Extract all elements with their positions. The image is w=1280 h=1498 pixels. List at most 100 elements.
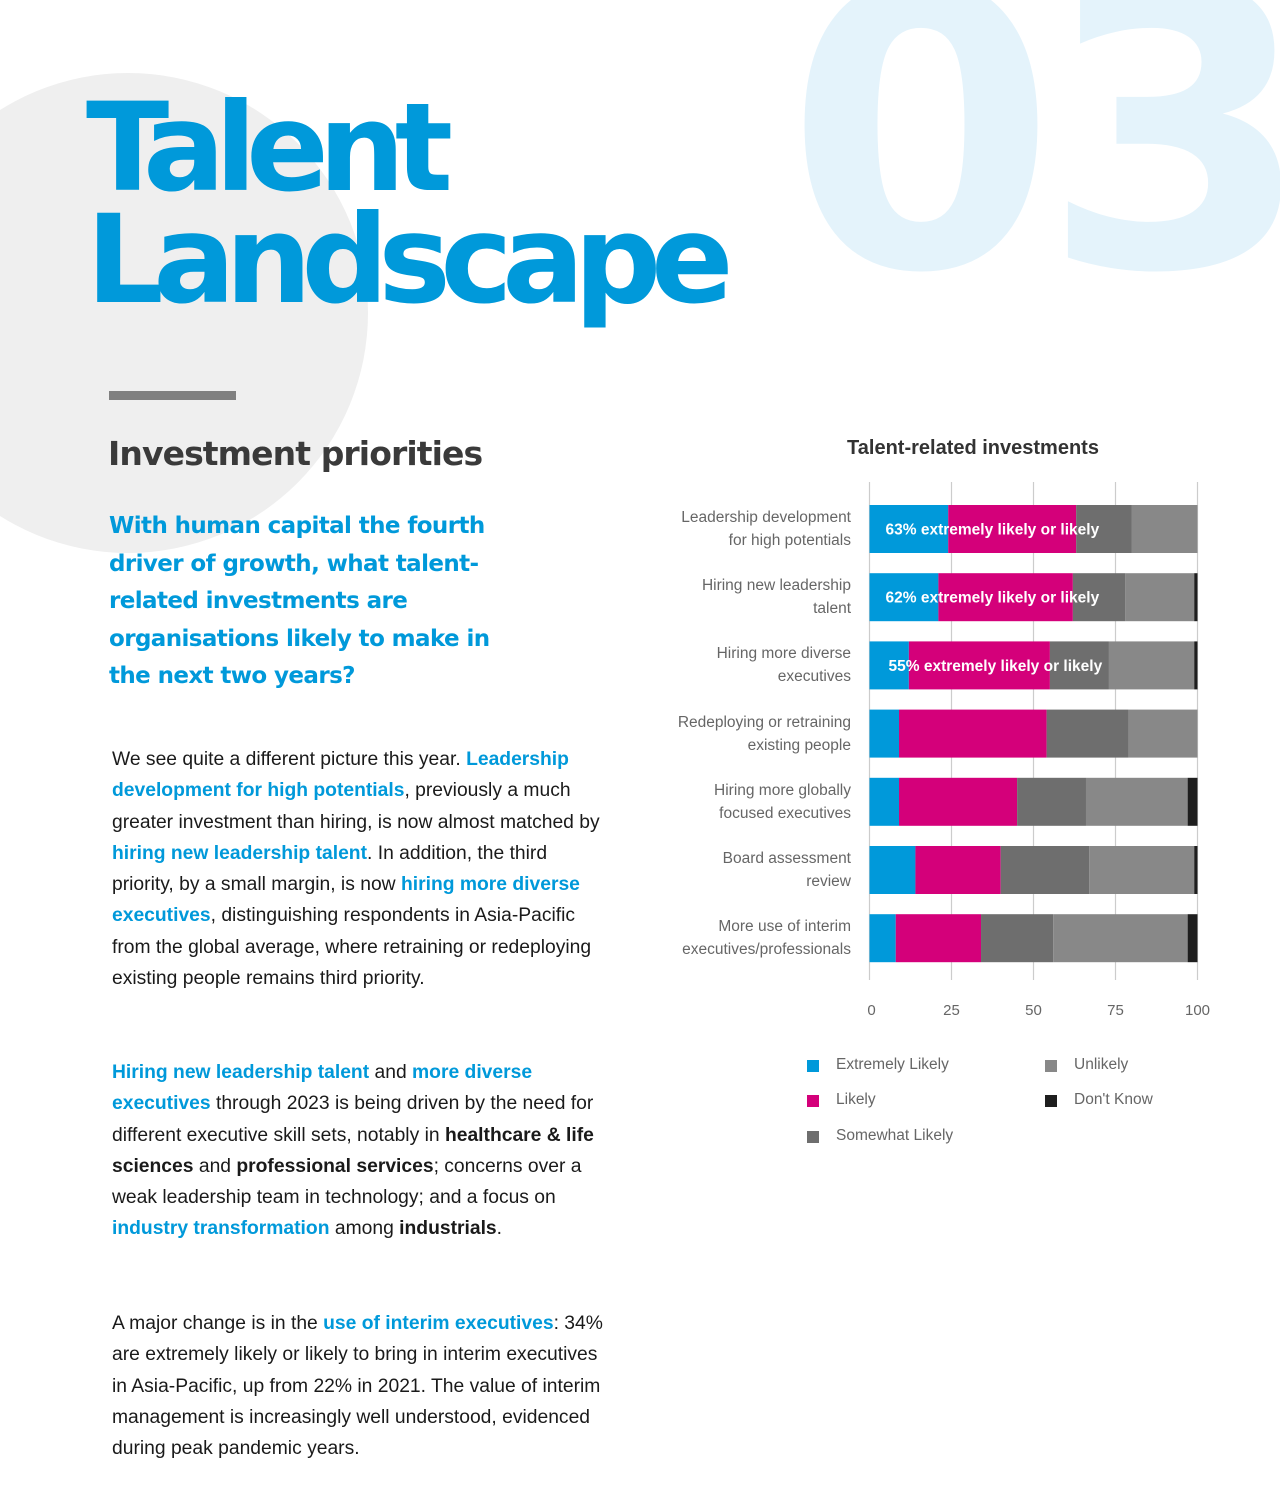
row-label-line: for high potentials bbox=[728, 532, 851, 549]
legend-label: Extremely Likely bbox=[836, 1056, 949, 1073]
row-label-line: executives/professionals bbox=[682, 941, 851, 959]
text-run: through 2023 is being driven by the need… bbox=[112, 1093, 594, 1146]
text-run: : 34% are extremely likely or likely to … bbox=[112, 1313, 603, 1460]
x-tick-label: 50 bbox=[1025, 1002, 1042, 1019]
legend-swatch bbox=[807, 1131, 819, 1143]
text-run: A major change is in the bbox=[112, 1313, 324, 1334]
x-tick-label: 0 bbox=[867, 1002, 876, 1019]
bar-segment-somewhat-likely bbox=[1000, 846, 1090, 894]
legend-label: Unlikely bbox=[1074, 1056, 1129, 1073]
bar-segment-don-t-know bbox=[1194, 573, 1198, 622]
bar-segment-extremely-likely bbox=[869, 914, 896, 963]
legend-label: Likely bbox=[836, 1091, 876, 1108]
body-paragraph-2: Hiring new leadership talent and more di… bbox=[112, 1057, 612, 1245]
row-label: Redeploying or retraining existing people bbox=[600, 711, 851, 757]
row-label-line: Board assessment bbox=[722, 850, 851, 867]
row-label: Board assessment review bbox=[600, 847, 851, 893]
legend-swatch bbox=[1045, 1095, 1057, 1107]
bar-segment-unlikely bbox=[1108, 641, 1195, 690]
bar-segment-don-t-know bbox=[1194, 641, 1198, 690]
row-label: Hiring new leadership talent bbox=[600, 574, 851, 620]
bar-annotation: 63% extremely likely or likely bbox=[886, 522, 1100, 539]
legend-swatch bbox=[807, 1060, 819, 1072]
bar-segment-somewhat-likely bbox=[1072, 573, 1126, 622]
text-run: ; concerns over a weak leadership team i… bbox=[112, 1155, 582, 1209]
bar-segment-unlikely bbox=[1053, 914, 1188, 963]
chart-title: Talent-related investments bbox=[847, 437, 1099, 459]
bar-segment-likely bbox=[899, 709, 1047, 758]
legend-swatch bbox=[1045, 1060, 1057, 1072]
highlighted-phrase: hiring new leadership talent bbox=[112, 842, 367, 864]
x-tick-label: 75 bbox=[1107, 1002, 1124, 1019]
page-title-line-1: Talent bbox=[86, 77, 453, 219]
bold-phrase: industrials bbox=[399, 1218, 497, 1240]
row-label: Hiring more globally focused executives bbox=[600, 779, 851, 825]
page-title-line-2: Landscape bbox=[86, 189, 734, 331]
title-divider bbox=[109, 391, 236, 400]
text-run: We see quite a different picture this ye… bbox=[112, 749, 467, 770]
highlighted-phrase: hiring more diverse executives bbox=[112, 874, 580, 927]
bar-segment-extremely-likely bbox=[869, 709, 900, 758]
row-label-line: Hiring more globally bbox=[714, 781, 851, 799]
bar-segment-likely bbox=[899, 777, 1018, 826]
row-label-line: review bbox=[806, 873, 851, 890]
bar-segment-somewhat-likely bbox=[1076, 505, 1132, 553]
row-label-line: Redeploying or retraining bbox=[677, 713, 851, 731]
bar-segment-somewhat-likely bbox=[981, 914, 1054, 963]
bar-segment-likely bbox=[948, 505, 1077, 553]
bar-segment-unlikely bbox=[1089, 846, 1195, 894]
bar-segment-unlikely bbox=[1125, 573, 1195, 622]
text-run: . In addition, the third priority, by a … bbox=[112, 842, 548, 896]
text-run: among bbox=[329, 1218, 400, 1240]
highlighted-phrase: more diverse executives bbox=[112, 1062, 533, 1115]
bar-annotation: 62% extremely likely or likely bbox=[886, 590, 1100, 607]
bar-segment-extremely-likely bbox=[869, 641, 909, 690]
highlighted-phrase: Leadership development for high potentia… bbox=[112, 749, 569, 802]
legend-label: Somewhat Likely bbox=[836, 1127, 954, 1144]
bar-segment-extremely-likely bbox=[869, 777, 900, 826]
row-label: Leadership development for high potential… bbox=[600, 506, 851, 552]
bar-segment-unlikely bbox=[1131, 505, 1198, 553]
bar-segment-likely bbox=[908, 641, 1050, 690]
text-run: , previously a much greater investment t… bbox=[112, 780, 600, 833]
bar-segment-extremely-likely bbox=[869, 573, 939, 622]
row-label-line: executives bbox=[777, 668, 851, 686]
row-label-line: Hiring more diverse bbox=[716, 645, 851, 663]
bar-segment-unlikely bbox=[1128, 709, 1198, 758]
bar-segment-somewhat-likely bbox=[1017, 777, 1086, 826]
row-label-line: More use of interim bbox=[718, 918, 851, 936]
text-run: and bbox=[369, 1062, 413, 1083]
bar-segment-somewhat-likely bbox=[1046, 709, 1129, 758]
section-number-watermark: 03 bbox=[786, 0, 1280, 358]
row-label: More use of interim executives/profession… bbox=[600, 915, 851, 961]
text-run: , distinguishing respondents in Asia-Pac… bbox=[112, 905, 592, 990]
legend-swatch bbox=[807, 1095, 819, 1107]
section-heading: Investment priorities bbox=[108, 434, 483, 473]
legend-label: Don't Know bbox=[1074, 1091, 1153, 1108]
text-run: . bbox=[496, 1218, 503, 1240]
bar-segment-likely bbox=[915, 846, 1001, 894]
page-title: Talent Landscape bbox=[86, 77, 734, 331]
body-paragraph-1: We see quite a different picture this ye… bbox=[112, 744, 612, 994]
bar-segment-don-t-know bbox=[1194, 846, 1198, 894]
bold-phrase: healthcare & life sciences bbox=[112, 1124, 594, 1177]
highlighted-phrase: Hiring new leadership talent bbox=[112, 1062, 370, 1083]
bar-segment-extremely-likely bbox=[869, 846, 916, 894]
row-label: Hiring more diverse executives bbox=[600, 642, 851, 688]
bar-segment-likely bbox=[895, 914, 982, 963]
bar-segment-unlikely bbox=[1085, 777, 1188, 826]
bar-segment-extremely-likely bbox=[869, 505, 949, 553]
bar-segment-likely bbox=[938, 573, 1073, 622]
row-label-line: existing people bbox=[747, 736, 851, 754]
bar-annotation: 55% extremely likely or likely bbox=[889, 658, 1103, 675]
row-label-line: Hiring new leadership bbox=[701, 577, 851, 595]
text-run: and bbox=[193, 1155, 237, 1177]
bar-segment-don-t-know bbox=[1187, 777, 1198, 826]
x-tick-label: 100 bbox=[1184, 1002, 1211, 1019]
row-label-line: focused executives bbox=[719, 804, 851, 822]
lead-question: With human capital the fourth driver of … bbox=[109, 513, 490, 689]
background-circle bbox=[0, 73, 368, 553]
bar-segment-somewhat-likely bbox=[1049, 641, 1109, 690]
